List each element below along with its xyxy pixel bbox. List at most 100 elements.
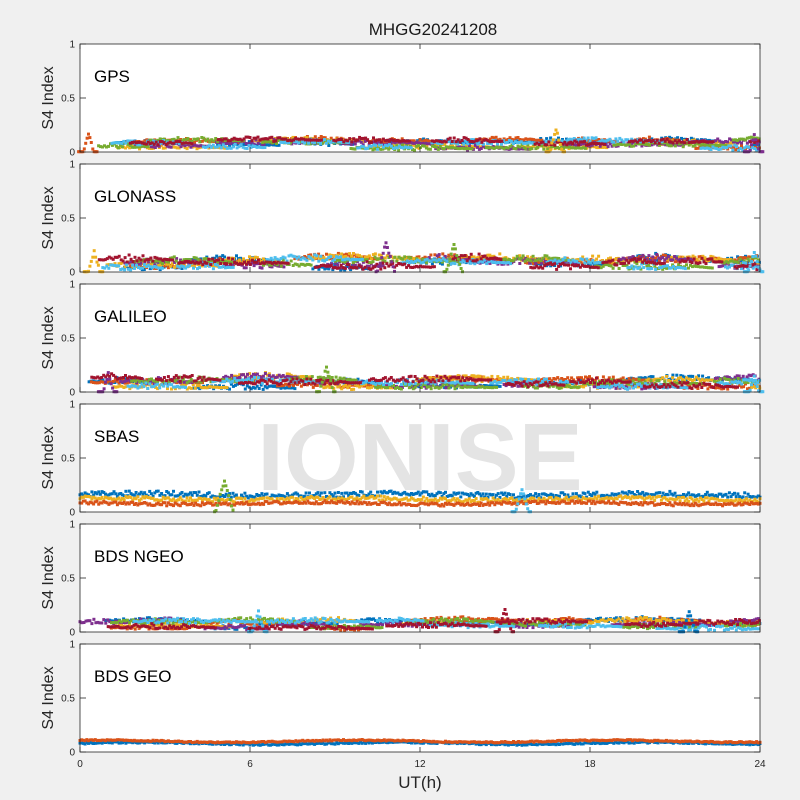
data-point — [324, 141, 328, 145]
data-point — [294, 137, 298, 140]
data-point — [226, 260, 230, 264]
data-point — [631, 377, 635, 381]
data-point — [576, 146, 579, 150]
data-point — [183, 260, 187, 264]
data-point — [503, 141, 507, 145]
data-point — [509, 262, 512, 266]
data-point — [730, 138, 734, 142]
data-point — [610, 140, 614, 143]
data-point — [706, 257, 710, 261]
y-tick-label: 1 — [69, 40, 75, 51]
data-point — [199, 144, 203, 148]
data-point — [419, 258, 423, 262]
data-point — [338, 138, 342, 141]
data-point — [523, 141, 527, 145]
data-point — [531, 144, 535, 148]
data-point — [757, 265, 761, 269]
data-point — [432, 145, 436, 148]
data-point — [296, 382, 299, 386]
data-point — [245, 147, 249, 150]
data-point — [738, 383, 742, 387]
data-point — [506, 146, 510, 150]
data-point — [715, 257, 719, 260]
data-point — [633, 378, 637, 382]
data-point — [649, 259, 653, 263]
data-point — [522, 256, 526, 260]
data-point — [486, 253, 490, 257]
data-point — [755, 268, 759, 272]
data-point — [671, 376, 675, 380]
data-point — [304, 142, 308, 146]
data-point — [458, 377, 462, 381]
data-point — [303, 255, 307, 258]
data-point — [631, 258, 635, 262]
data-point — [577, 258, 581, 261]
data-point — [319, 264, 323, 267]
data-point — [694, 261, 698, 265]
data-point — [727, 375, 731, 379]
data-point — [181, 261, 185, 265]
data-point — [663, 139, 667, 143]
data-point — [640, 387, 644, 391]
data-point — [638, 259, 642, 263]
data-point — [641, 253, 645, 257]
data-point — [724, 260, 728, 264]
data-point — [413, 265, 417, 269]
data-point — [711, 255, 715, 259]
data-point — [379, 253, 383, 257]
data-point — [209, 263, 213, 267]
data-point — [641, 140, 645, 144]
data-point — [347, 257, 350, 261]
data-point — [685, 138, 689, 141]
data-point — [93, 381, 97, 385]
data-point — [518, 138, 522, 141]
data-point — [215, 258, 219, 262]
data-point — [221, 143, 225, 147]
data-point — [578, 143, 582, 146]
data-point — [730, 263, 733, 267]
data-point — [155, 259, 158, 263]
data-point — [671, 141, 675, 145]
data-point — [289, 259, 293, 263]
data-point — [255, 256, 259, 260]
data-point — [188, 258, 192, 262]
data-point — [461, 259, 465, 263]
data-point — [488, 253, 492, 257]
data-point — [224, 141, 228, 145]
data-point — [230, 373, 234, 377]
data-point — [697, 374, 701, 378]
data-point — [211, 257, 215, 261]
data-point — [651, 379, 655, 382]
data-point — [566, 376, 570, 380]
data-point — [307, 263, 311, 266]
data-point — [683, 375, 687, 379]
data-point — [166, 260, 170, 264]
data-point — [232, 374, 236, 378]
data-point — [238, 141, 242, 145]
data-point — [390, 260, 394, 264]
data-point — [327, 264, 331, 268]
data-point — [689, 140, 693, 144]
data-point — [748, 148, 752, 152]
data-point — [217, 144, 221, 148]
data-point — [389, 138, 393, 142]
data-point — [459, 261, 463, 265]
data-point — [142, 268, 146, 271]
data-point — [706, 387, 710, 391]
data-point — [146, 145, 150, 149]
data-point — [363, 139, 367, 143]
data-point — [673, 260, 677, 264]
data-point — [419, 142, 423, 145]
data-point — [684, 259, 688, 263]
data-point — [378, 261, 382, 265]
data-point — [528, 261, 532, 265]
data-point — [276, 136, 280, 140]
data-point — [144, 265, 148, 268]
data-point — [94, 255, 98, 259]
data-point — [548, 148, 552, 152]
data-point — [727, 258, 731, 262]
data-point — [267, 140, 271, 143]
data-point — [640, 144, 644, 148]
data-point — [428, 139, 432, 143]
data-point — [295, 263, 299, 267]
